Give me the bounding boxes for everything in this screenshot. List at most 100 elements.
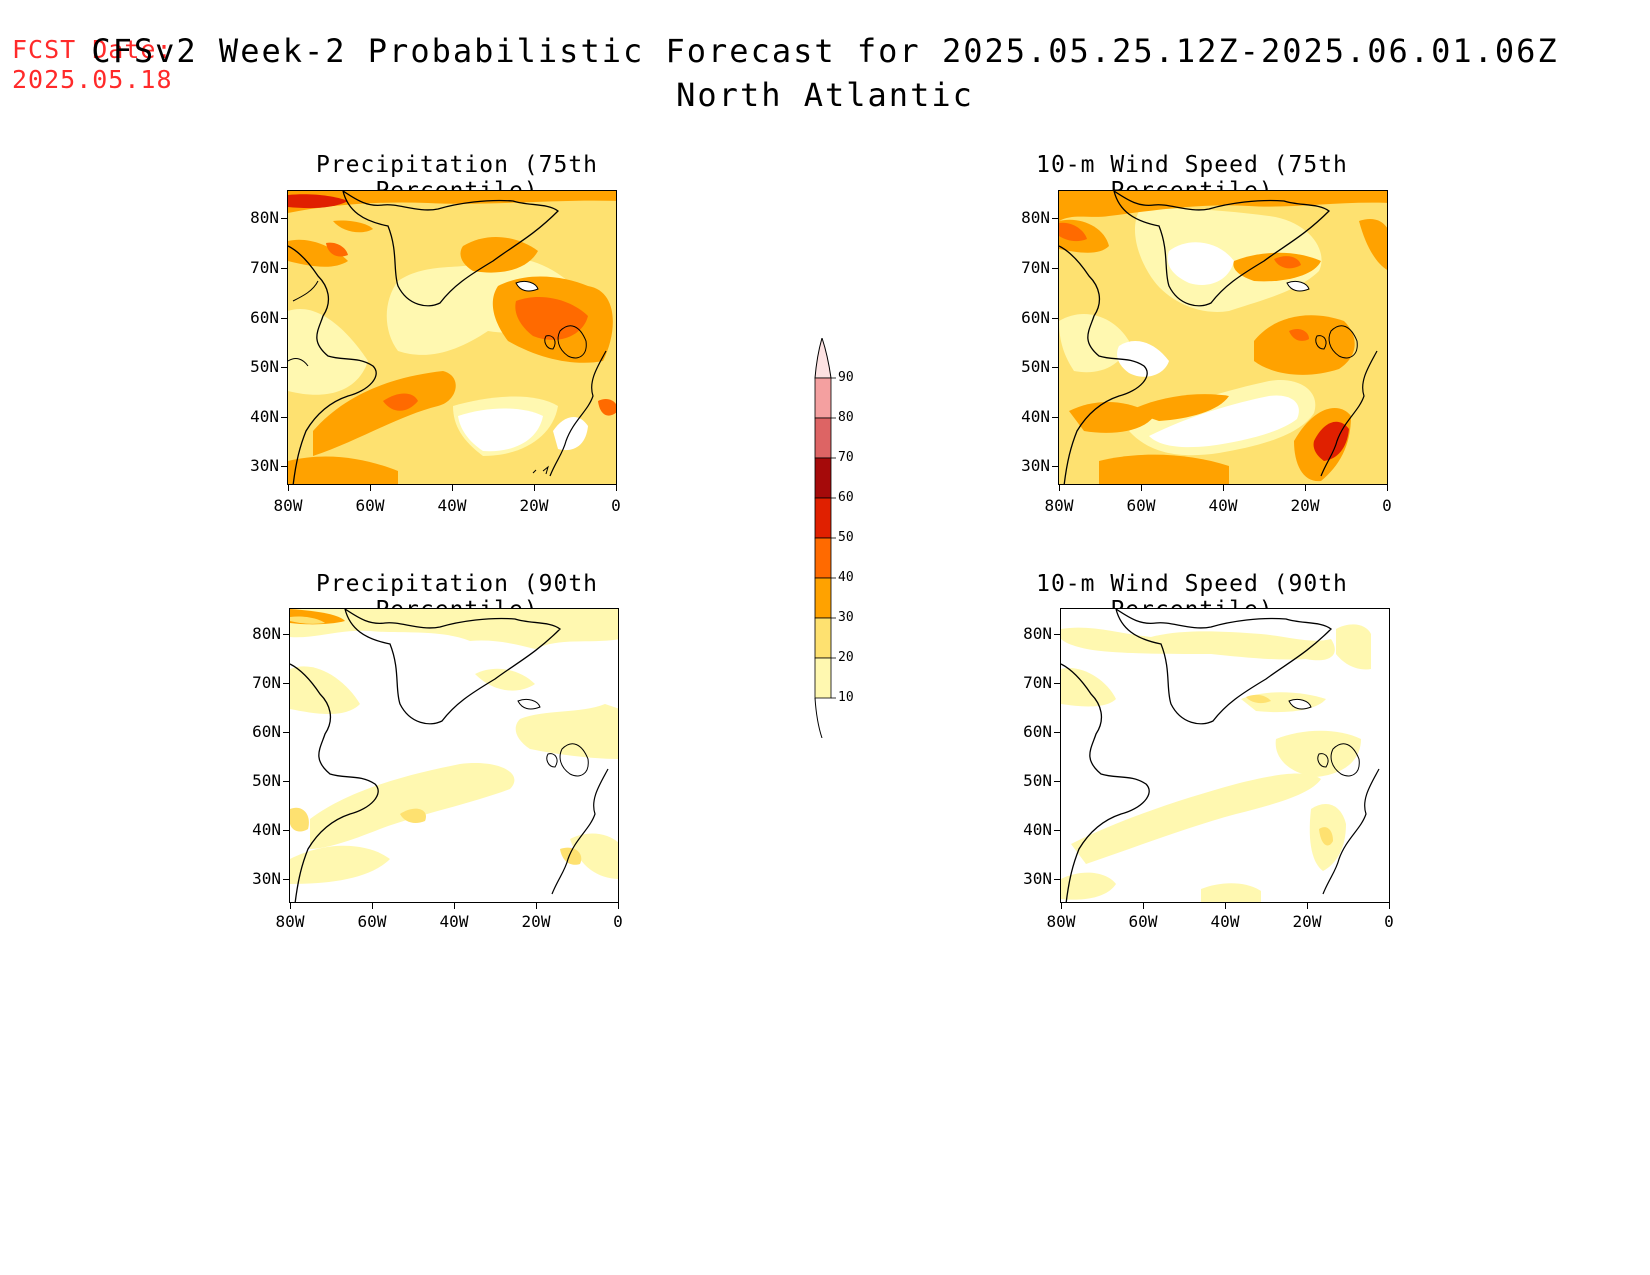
lat-label: 30N [1021, 456, 1050, 475]
lon-tick [1389, 903, 1391, 909]
lat-label: 50N [252, 771, 281, 790]
lat-label: 40N [1021, 407, 1050, 426]
lat-tick [1052, 417, 1058, 419]
lon-label: 60W [357, 912, 387, 931]
lon-label: 40W [439, 912, 469, 931]
lon-label: 0 [613, 912, 623, 931]
lon-label: 20W [521, 912, 551, 931]
lat-label: 40N [250, 407, 279, 426]
map-precip90 [289, 608, 619, 903]
lat-label: 70N [1021, 258, 1050, 277]
page-subtitle: North Atlantic [676, 76, 974, 114]
lat-label: 40N [1023, 820, 1052, 839]
map-precip75 [287, 190, 617, 485]
lon-tick [1305, 485, 1307, 491]
lon-tick [1223, 485, 1225, 491]
lat-tick [1054, 683, 1060, 685]
lat-label: 80N [250, 208, 279, 227]
lon-tick [452, 485, 454, 491]
map-wind75 [1058, 190, 1388, 485]
lat-tick [1054, 879, 1060, 881]
lon-tick [1387, 485, 1389, 491]
lat-label: 50N [1023, 771, 1052, 790]
lon-label: 20W [1292, 912, 1322, 931]
lat-tick [283, 781, 289, 783]
map-wind75-field [1059, 191, 1387, 484]
lon-tick [1143, 903, 1145, 909]
lat-label: 70N [252, 673, 281, 692]
colorbar-label: 80 [838, 410, 854, 425]
colorbar-label: 60 [838, 490, 854, 505]
lat-label: 60N [250, 308, 279, 327]
lat-tick [281, 218, 287, 220]
lat-tick [1052, 367, 1058, 369]
map-wind90 [1060, 608, 1390, 903]
lon-tick [1307, 903, 1309, 909]
colorbar: 90 80 70 60 50 40 30 20 10 [812, 336, 872, 739]
lon-tick [372, 903, 374, 909]
lat-label: 30N [250, 456, 279, 475]
lat-label: 80N [1023, 624, 1052, 643]
lat-tick [281, 268, 287, 270]
lat-label: 30N [252, 869, 281, 888]
lat-tick [1052, 218, 1058, 220]
lon-label: 80W [273, 496, 303, 515]
lon-tick [1061, 903, 1063, 909]
lon-label: 40W [1208, 496, 1238, 515]
lon-tick [616, 485, 618, 491]
colorbar-label: 40 [838, 570, 854, 585]
lat-tick [1054, 830, 1060, 832]
map-precip90-field [290, 609, 618, 902]
lat-label: 30N [1023, 869, 1052, 888]
lat-label: 70N [1023, 673, 1052, 692]
lon-tick [534, 485, 536, 491]
lon-tick [1059, 485, 1061, 491]
lat-tick [281, 367, 287, 369]
colorbar-graphic [814, 336, 836, 739]
lon-tick [536, 903, 538, 909]
lon-label: 60W [1126, 496, 1156, 515]
lat-tick [283, 879, 289, 881]
lat-tick [283, 634, 289, 636]
lat-label: 50N [250, 357, 279, 376]
lon-label: 0 [1384, 912, 1394, 931]
lat-label: 80N [252, 624, 281, 643]
colorbar-label: 90 [838, 370, 854, 385]
lon-label: 60W [1128, 912, 1158, 931]
lon-label: 20W [519, 496, 549, 515]
lat-label: 80N [1021, 208, 1050, 227]
lon-tick [288, 485, 290, 491]
lat-tick [1052, 268, 1058, 270]
lat-tick [1052, 466, 1058, 468]
colorbar-label: 10 [838, 690, 854, 705]
lon-label: 80W [1044, 496, 1074, 515]
lat-label: 60N [252, 722, 281, 741]
lat-tick [1054, 781, 1060, 783]
lat-tick [283, 830, 289, 832]
lon-tick [1141, 485, 1143, 491]
lat-tick [283, 732, 289, 734]
colorbar-label: 20 [838, 650, 854, 665]
lon-tick [454, 903, 456, 909]
lat-tick [1054, 732, 1060, 734]
colorbar-label: 70 [838, 450, 854, 465]
lat-tick [1052, 318, 1058, 320]
lat-label: 70N [250, 258, 279, 277]
lon-label: 60W [355, 496, 385, 515]
lat-label: 60N [1023, 722, 1052, 741]
lon-tick [290, 903, 292, 909]
colorbar-label: 30 [838, 610, 854, 625]
lon-label: 0 [1382, 496, 1392, 515]
lon-label: 0 [611, 496, 621, 515]
map-wind90-field [1061, 609, 1389, 902]
colorbar-label: 50 [838, 530, 854, 545]
lat-tick [281, 417, 287, 419]
lat-tick [281, 318, 287, 320]
lat-label: 40N [252, 820, 281, 839]
lat-tick [281, 466, 287, 468]
lat-tick [1054, 634, 1060, 636]
lon-tick [370, 485, 372, 491]
lon-label: 40W [1210, 912, 1240, 931]
fcst-date-value: 2025.05.18 [12, 65, 173, 94]
lon-label: 20W [1290, 496, 1320, 515]
